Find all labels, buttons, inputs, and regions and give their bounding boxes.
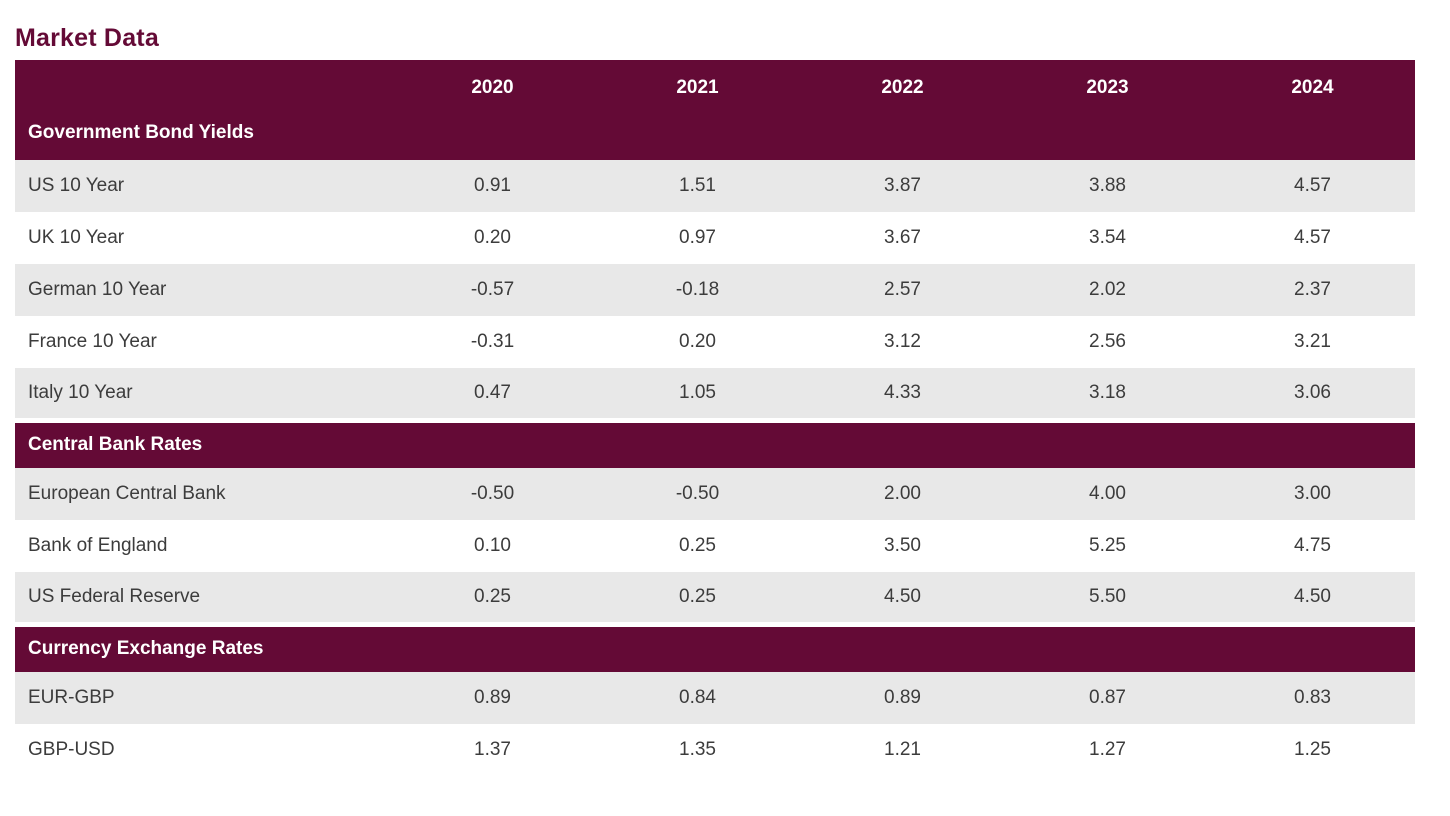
value-cell: 3.87 xyxy=(800,160,1005,212)
value-cell: 4.57 xyxy=(1210,212,1415,264)
value-cell: 4.50 xyxy=(800,572,1005,624)
value-cell: -0.50 xyxy=(595,468,800,520)
table-row: France 10 Year -0.31 0.20 3.12 2.56 3.21 xyxy=(15,316,1415,368)
row-label: US Federal Reserve xyxy=(15,572,390,624)
value-cell: 0.97 xyxy=(595,212,800,264)
row-label: Bank of England xyxy=(15,520,390,572)
value-cell: 2.00 xyxy=(800,468,1005,520)
value-cell: 1.21 xyxy=(800,724,1005,776)
table-row: US Federal Reserve 0.25 0.25 4.50 5.50 4… xyxy=(15,572,1415,624)
value-cell: 0.89 xyxy=(800,672,1005,724)
row-label: UK 10 Year xyxy=(15,212,390,264)
value-cell: 3.54 xyxy=(1005,212,1210,264)
year-header: 2024 xyxy=(1210,60,1415,160)
row-label: European Central Bank xyxy=(15,468,390,520)
row-label: France 10 Year xyxy=(15,316,390,368)
row-label: Italy 10 Year xyxy=(15,368,390,420)
value-cell: 3.50 xyxy=(800,520,1005,572)
value-cell: 0.47 xyxy=(390,368,595,420)
year-header: 2020 xyxy=(390,60,595,160)
value-cell: 3.67 xyxy=(800,212,1005,264)
value-cell: 0.89 xyxy=(390,672,595,724)
value-cell: 1.25 xyxy=(1210,724,1415,776)
value-cell: 2.56 xyxy=(1005,316,1210,368)
value-cell: 4.57 xyxy=(1210,160,1415,212)
table-row: EUR-GBP 0.89 0.84 0.89 0.87 0.83 xyxy=(15,672,1415,724)
value-cell: 4.33 xyxy=(800,368,1005,420)
table-row: GBP-USD 1.37 1.35 1.21 1.27 1.25 xyxy=(15,724,1415,776)
value-cell: -0.31 xyxy=(390,316,595,368)
value-cell: 1.27 xyxy=(1005,724,1210,776)
value-cell: 1.05 xyxy=(595,368,800,420)
table-row: Bank of England 0.10 0.25 3.50 5.25 4.75 xyxy=(15,520,1415,572)
page-title: Market Data xyxy=(15,24,159,52)
section-header-government-bond-yields: Government Bond Yields xyxy=(15,60,390,160)
value-cell: 0.83 xyxy=(1210,672,1415,724)
value-cell: 4.75 xyxy=(1210,520,1415,572)
value-cell: 2.37 xyxy=(1210,264,1415,316)
row-label: US 10 Year xyxy=(15,160,390,212)
section-header-label: Central Bank Rates xyxy=(15,417,1415,468)
value-cell: 3.21 xyxy=(1210,316,1415,368)
value-cell: 0.20 xyxy=(595,316,800,368)
value-cell: 0.20 xyxy=(390,212,595,264)
market-data-table: Government Bond Yields 2020 2021 2022 20… xyxy=(15,60,1415,776)
value-cell: 5.50 xyxy=(1005,572,1210,624)
value-cell: 1.51 xyxy=(595,160,800,212)
value-cell: 3.00 xyxy=(1210,468,1415,520)
value-cell: 2.57 xyxy=(800,264,1005,316)
value-cell: 3.12 xyxy=(800,316,1005,368)
table-row: German 10 Year -0.57 -0.18 2.57 2.02 2.3… xyxy=(15,264,1415,316)
value-cell: 4.00 xyxy=(1005,468,1210,520)
value-cell: 4.50 xyxy=(1210,572,1415,624)
section-header-label: Currency Exchange Rates xyxy=(15,621,1415,672)
year-header: 2021 xyxy=(595,60,800,160)
market-data-page: Market Data Government Bond Yields 2020 … xyxy=(15,24,1415,776)
year-header: 2023 xyxy=(1005,60,1210,160)
section-header-currency-exchange-rates: Currency Exchange Rates xyxy=(15,621,1415,672)
row-label: GBP-USD xyxy=(15,724,390,776)
value-cell: 0.25 xyxy=(390,572,595,624)
value-cell: 3.18 xyxy=(1005,368,1210,420)
value-cell: 0.25 xyxy=(595,520,800,572)
value-cell: 3.06 xyxy=(1210,368,1415,420)
value-cell: 0.91 xyxy=(390,160,595,212)
value-cell: 0.25 xyxy=(595,572,800,624)
row-label: EUR-GBP xyxy=(15,672,390,724)
table-row: European Central Bank -0.50 -0.50 2.00 4… xyxy=(15,468,1415,520)
year-header: 2022 xyxy=(800,60,1005,160)
value-cell: -0.50 xyxy=(390,468,595,520)
value-cell: 1.35 xyxy=(595,724,800,776)
row-label: German 10 Year xyxy=(15,264,390,316)
table-row: US 10 Year 0.91 1.51 3.87 3.88 4.57 xyxy=(15,160,1415,212)
value-cell: 1.37 xyxy=(390,724,595,776)
value-cell: 3.88 xyxy=(1005,160,1210,212)
table-row: Italy 10 Year 0.47 1.05 4.33 3.18 3.06 xyxy=(15,368,1415,420)
value-cell: 0.10 xyxy=(390,520,595,572)
value-cell: 0.87 xyxy=(1005,672,1210,724)
table-row: UK 10 Year 0.20 0.97 3.67 3.54 4.57 xyxy=(15,212,1415,264)
value-cell: 5.25 xyxy=(1005,520,1210,572)
section-header-central-bank-rates: Central Bank Rates xyxy=(15,417,1415,468)
value-cell: 0.84 xyxy=(595,672,800,724)
table-header-band: Government Bond Yields 2020 2021 2022 20… xyxy=(15,60,1415,160)
value-cell: -0.18 xyxy=(595,264,800,316)
value-cell: 2.02 xyxy=(1005,264,1210,316)
value-cell: -0.57 xyxy=(390,264,595,316)
